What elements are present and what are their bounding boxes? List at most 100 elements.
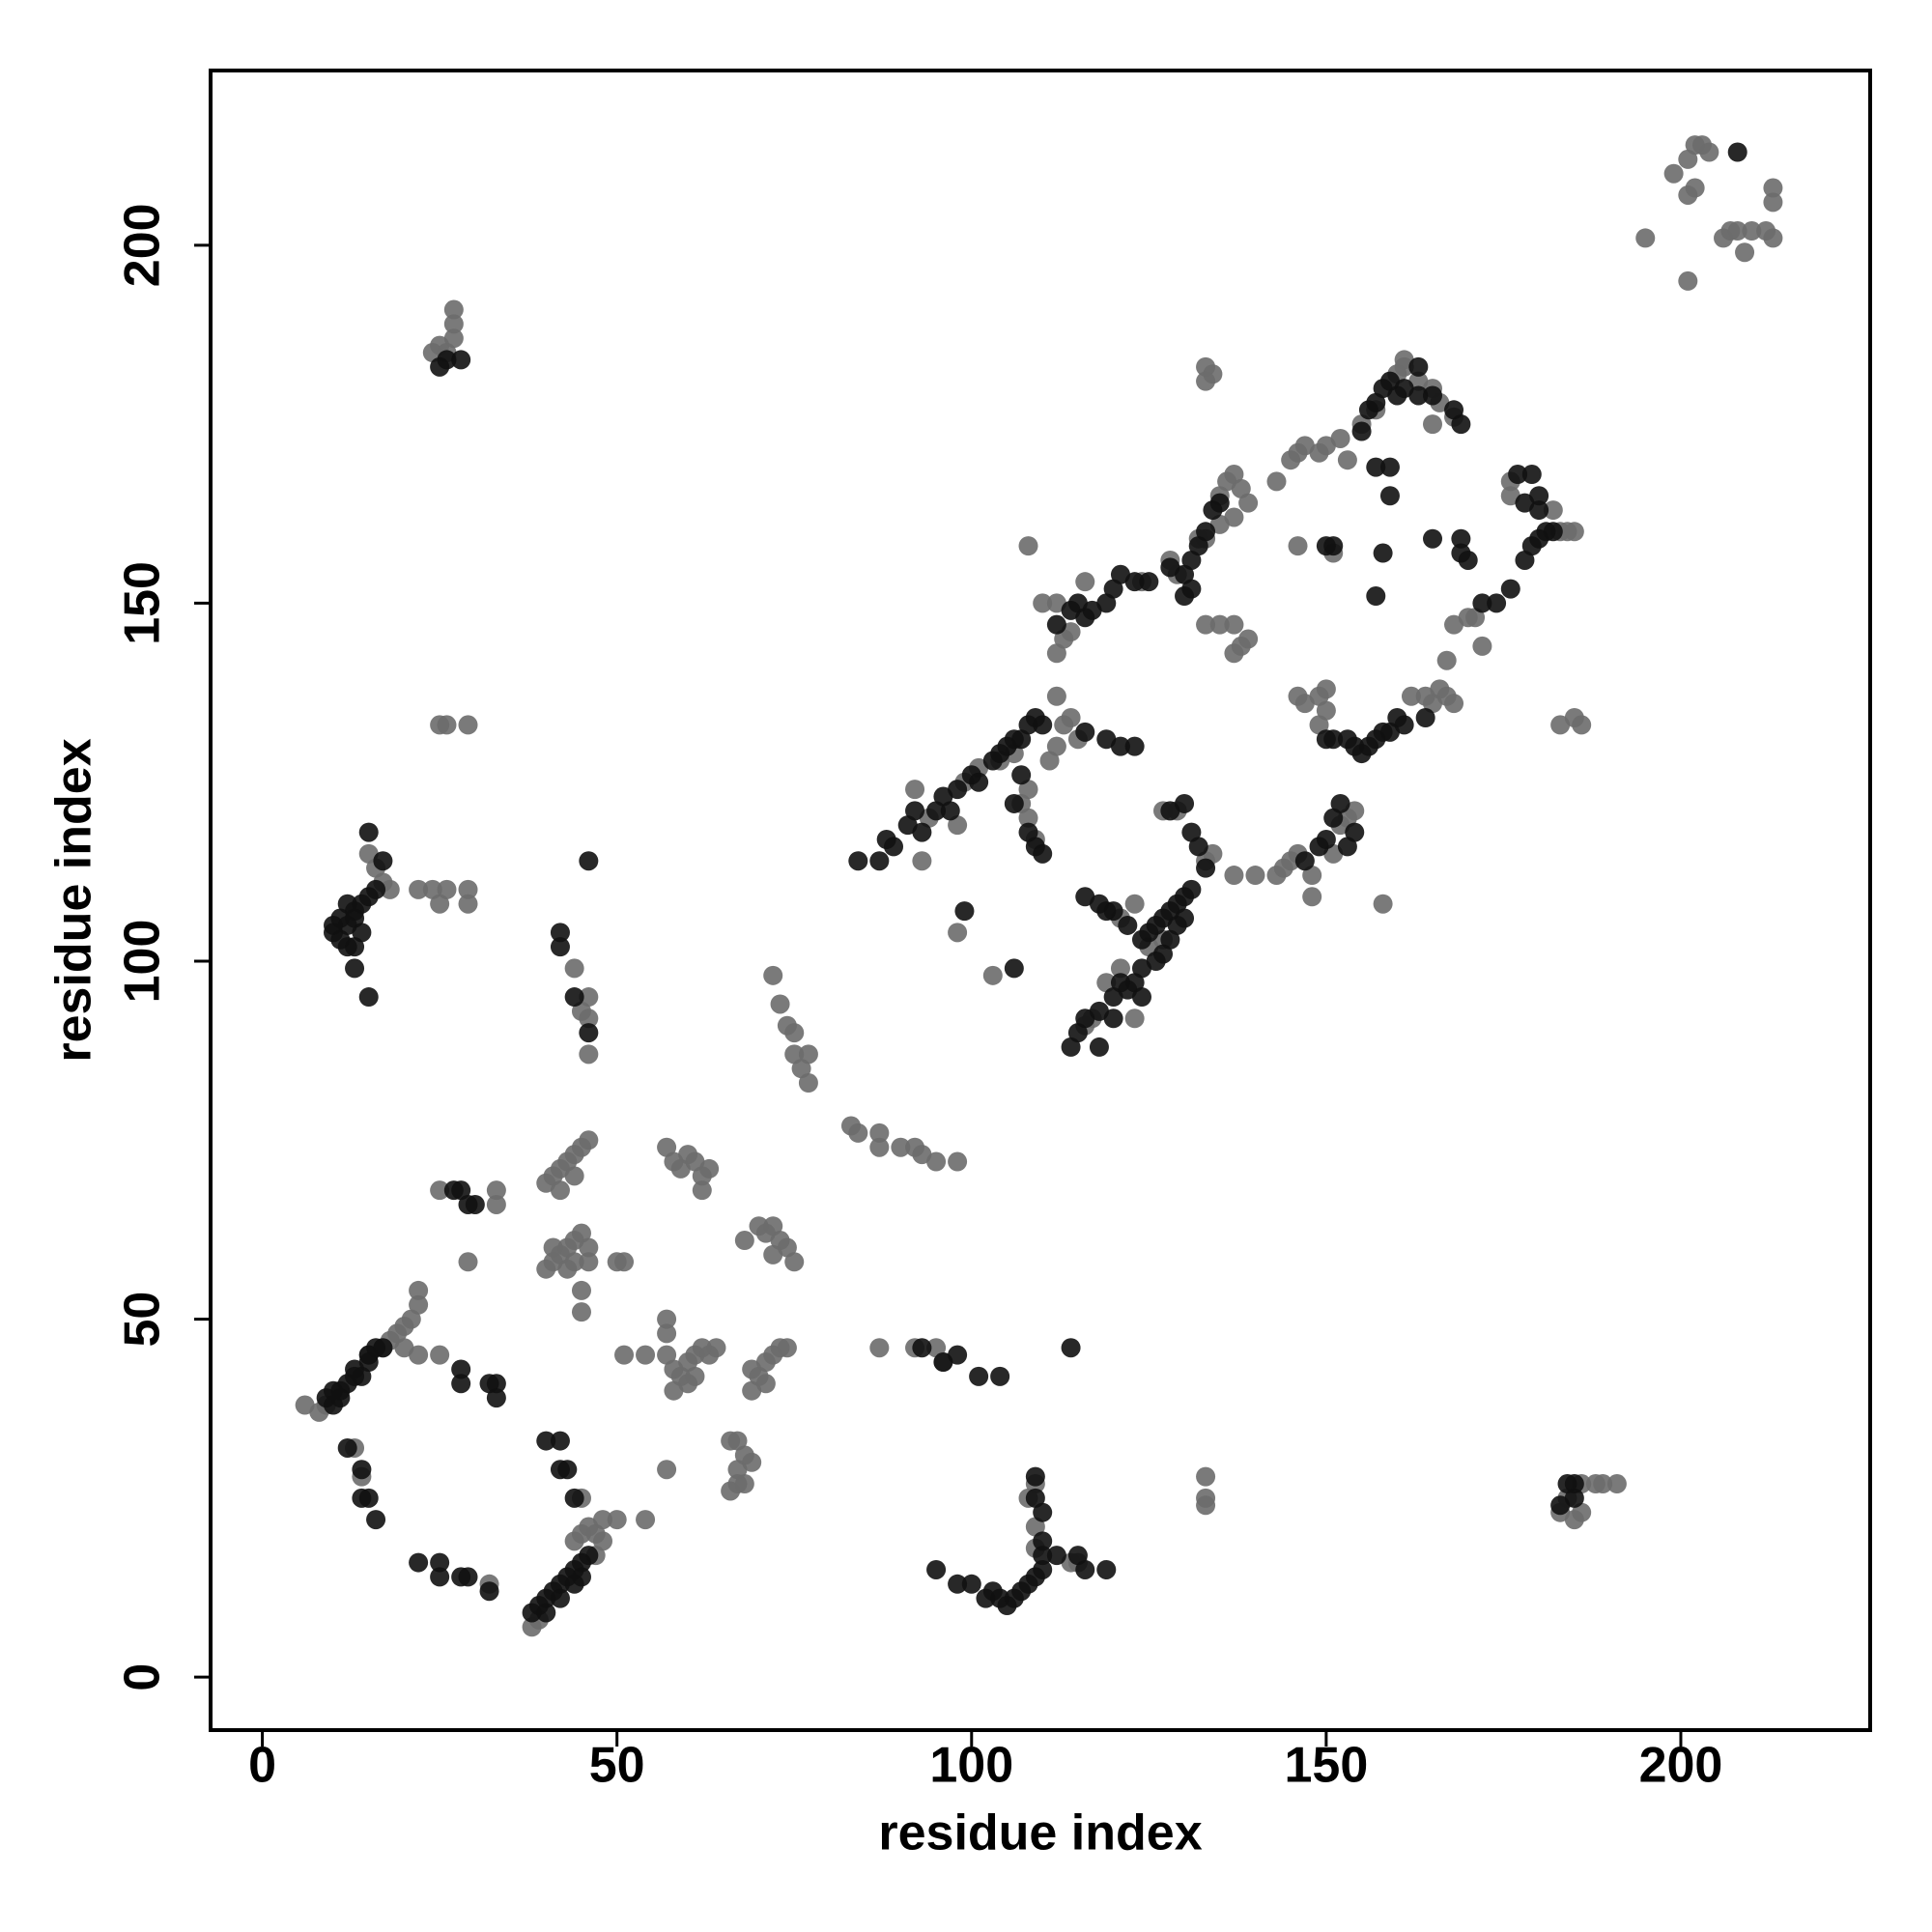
point xyxy=(1096,901,1117,922)
point xyxy=(1423,528,1443,549)
point xyxy=(657,1345,677,1365)
point xyxy=(1408,385,1429,406)
point xyxy=(1175,793,1195,813)
x-tick-label: 0 xyxy=(248,1738,276,1794)
point xyxy=(1294,851,1315,871)
x-tick-label: 50 xyxy=(589,1738,645,1794)
point xyxy=(1181,879,1202,899)
point xyxy=(961,1574,981,1594)
point xyxy=(543,1237,563,1258)
y-tick-label: 100 xyxy=(115,920,171,1004)
point xyxy=(1323,536,1344,556)
point xyxy=(1046,614,1066,635)
point xyxy=(657,1309,677,1329)
point xyxy=(1025,1488,1045,1508)
point xyxy=(458,1567,478,1587)
point xyxy=(1685,178,1705,198)
point xyxy=(1727,221,1747,242)
point xyxy=(337,1437,357,1458)
point xyxy=(763,965,783,985)
point xyxy=(1323,729,1344,750)
point xyxy=(366,879,386,899)
point xyxy=(352,923,372,943)
point xyxy=(536,1603,556,1623)
point xyxy=(1678,149,1698,169)
point xyxy=(1209,614,1230,635)
point xyxy=(1054,629,1074,649)
point xyxy=(784,1252,805,1272)
point xyxy=(358,987,379,1008)
point xyxy=(1196,858,1216,878)
point xyxy=(1451,414,1471,435)
point xyxy=(437,715,457,735)
point xyxy=(1110,958,1130,979)
point xyxy=(1529,500,1549,521)
point xyxy=(451,1359,471,1379)
point xyxy=(1103,1009,1123,1029)
point xyxy=(948,1574,968,1594)
point xyxy=(1735,242,1755,263)
x-tick-label: 200 xyxy=(1639,1738,1723,1794)
y-tick-label: 150 xyxy=(115,561,171,645)
point xyxy=(1238,493,1259,513)
point xyxy=(954,901,975,922)
point xyxy=(1763,228,1783,248)
point xyxy=(1124,572,1145,592)
point xyxy=(1131,987,1151,1008)
point xyxy=(1089,1037,1109,1057)
point xyxy=(422,879,442,899)
point xyxy=(770,994,790,1014)
point xyxy=(352,1460,372,1480)
point xyxy=(1011,765,1032,785)
point xyxy=(1139,572,1159,592)
point xyxy=(1345,822,1365,842)
point xyxy=(926,1338,947,1358)
point xyxy=(784,1044,805,1065)
point xyxy=(1175,564,1195,584)
point xyxy=(869,851,890,871)
point xyxy=(692,1180,712,1201)
point xyxy=(579,1044,599,1065)
point xyxy=(564,1166,584,1186)
point xyxy=(443,328,464,349)
point xyxy=(1224,866,1244,886)
point xyxy=(571,1223,591,1243)
point xyxy=(579,1546,599,1566)
point xyxy=(1564,522,1584,542)
point xyxy=(1124,894,1145,914)
point xyxy=(1224,614,1244,635)
point xyxy=(912,851,932,871)
point xyxy=(734,1231,754,1251)
point xyxy=(1323,808,1344,828)
point xyxy=(1408,356,1429,377)
point xyxy=(1763,192,1783,213)
point xyxy=(848,851,868,871)
point xyxy=(1245,866,1265,886)
point xyxy=(1366,392,1386,412)
point xyxy=(1046,1546,1066,1566)
point xyxy=(1635,228,1656,248)
point xyxy=(1451,543,1471,563)
point xyxy=(1487,593,1507,613)
y-tick-label: 50 xyxy=(115,1292,171,1348)
point xyxy=(1521,465,1542,485)
point xyxy=(1110,736,1130,756)
point xyxy=(1075,1009,1095,1029)
point xyxy=(430,1345,450,1365)
point xyxy=(1763,178,1783,198)
point xyxy=(443,314,464,334)
point xyxy=(1096,1559,1117,1579)
point xyxy=(727,1431,748,1451)
point xyxy=(982,965,1003,985)
point xyxy=(1330,793,1350,813)
point xyxy=(1373,543,1393,563)
point xyxy=(458,1252,478,1272)
point xyxy=(1018,808,1038,828)
point xyxy=(1033,1546,1053,1566)
point xyxy=(579,851,599,871)
point xyxy=(571,1567,591,1587)
point xyxy=(1196,371,1216,391)
point xyxy=(948,815,968,836)
point xyxy=(1337,837,1357,857)
point xyxy=(536,1431,556,1451)
